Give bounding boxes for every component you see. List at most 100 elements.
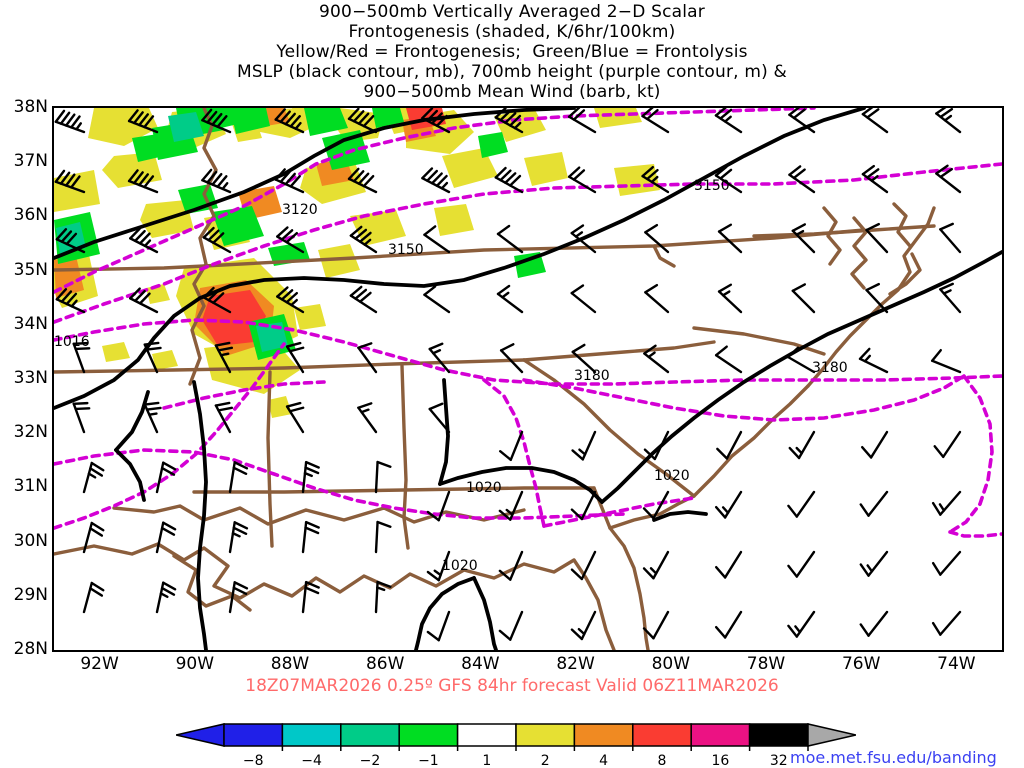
lat-tick-38N: 38N xyxy=(13,97,48,117)
wind-barb xyxy=(499,430,524,462)
lat-tick-34N: 34N xyxy=(13,313,48,334)
wind-barb xyxy=(788,165,816,194)
wind-barb xyxy=(494,166,524,194)
title-line-5: 900−500mb Mean Wind (barb, kt) xyxy=(363,82,661,102)
wind-barb xyxy=(644,283,670,314)
height-700mb-contours xyxy=(54,108,1002,538)
wind-barb xyxy=(426,610,451,642)
wind-barb xyxy=(791,223,816,254)
wind-barb xyxy=(642,550,670,580)
wind-barb xyxy=(714,490,743,519)
colorbar-segment-6 xyxy=(573,723,634,747)
title-line-1: 900−500mb Vertically Averaged 2−D Scalar xyxy=(319,2,705,22)
wind-barb xyxy=(423,285,451,314)
wind-barb xyxy=(143,341,162,374)
wind-barb xyxy=(72,401,91,434)
colorbar-tick-label-−4: −4 xyxy=(301,753,322,768)
wind-barb xyxy=(786,346,816,374)
wind-barb xyxy=(939,222,962,254)
wind-barb xyxy=(930,349,962,374)
wind-barb xyxy=(642,490,670,520)
colorbar[interactable]: −8 −4 −2 −1 1 2 4 8 16 32 xyxy=(176,722,856,768)
mslp-label-1020-a: 1020 xyxy=(466,480,502,496)
height-label-3180-b: 3180 xyxy=(812,360,848,376)
wind-barb xyxy=(935,108,962,134)
colorbar-segment-7 xyxy=(632,723,692,747)
wind-barb xyxy=(570,550,597,581)
wind-barb xyxy=(496,284,524,314)
wind-barb xyxy=(301,580,320,614)
wind-barb xyxy=(714,550,743,579)
wind-barb xyxy=(641,165,670,194)
wind-barb xyxy=(202,286,232,314)
wind-barb xyxy=(791,283,816,314)
colorbar-tick-label-−8: −8 xyxy=(243,753,264,768)
wind-barb xyxy=(498,550,524,581)
wind-barb xyxy=(285,341,305,374)
wind-barb xyxy=(301,520,320,554)
colorbar-tick-label-−1: −1 xyxy=(418,753,439,768)
height-label-3180-a: 3180 xyxy=(574,368,610,384)
lat-tick-31N: 31N xyxy=(13,476,48,497)
wind-barb xyxy=(641,108,670,134)
colorbar-tick-labels: −8 −4 −2 −1 1 2 4 8 16 32 xyxy=(243,746,809,768)
wind-barb xyxy=(714,165,743,194)
lat-tick-32N: 32N xyxy=(13,422,48,443)
colorbar-segment-3 xyxy=(398,723,459,747)
wind-barb xyxy=(347,108,378,134)
height-700mb-contour-labels: 3120 3150 3150 3180 3180 xyxy=(282,178,848,384)
wind-barb xyxy=(643,430,670,461)
wind-barb xyxy=(155,521,177,554)
source-url[interactable]: moe.met.fsu.edu/banding xyxy=(790,748,997,767)
mslp-label-1020-b: 1020 xyxy=(442,558,478,574)
mslp-label-1020-c: 1020 xyxy=(654,468,690,484)
wind-barb xyxy=(931,610,962,636)
wind-barb xyxy=(935,164,962,194)
wind-barb xyxy=(499,343,524,374)
wind-barb xyxy=(421,167,451,194)
mslp-label-1016: 1016 xyxy=(54,334,90,350)
wind-barb xyxy=(276,226,305,254)
colorbar-canvas: −8 −4 −2 −1 1 2 4 8 16 32 xyxy=(176,723,856,768)
wind-barb xyxy=(643,344,670,374)
lon-tick-82W: 82W xyxy=(556,654,595,674)
lon-tick-86W: 86W xyxy=(365,654,405,674)
wind-barb xyxy=(82,521,105,554)
wind-barb xyxy=(228,581,249,614)
lat-tick-33N: 33N xyxy=(13,368,48,388)
wind-barb xyxy=(717,223,743,254)
colorbar-tick-label-1: 1 xyxy=(482,753,491,768)
wind-barb xyxy=(127,109,159,134)
colorbar-tick-label-4: 4 xyxy=(599,753,608,768)
wind-barb xyxy=(357,342,378,374)
wind-barb xyxy=(570,490,597,521)
wind-barb xyxy=(127,169,159,194)
lon-tick-84W: 84W xyxy=(461,654,500,674)
wind-barb xyxy=(496,224,524,254)
title-line-2: Frontogenesis (shaded, K/6hr/100km) xyxy=(348,22,676,42)
wind-barb xyxy=(426,490,451,522)
map-plot-area[interactable]: 1020 1020 1020 1016 3120 3150 3150 3180 … xyxy=(52,106,1004,652)
wind-barb xyxy=(155,461,177,494)
wind-barb xyxy=(228,461,249,494)
wind-barb xyxy=(374,460,392,494)
colorbar-tick-label-32: 32 xyxy=(770,753,788,768)
colorbar-segments xyxy=(176,723,856,747)
wind-barb xyxy=(716,430,743,460)
wind-barb xyxy=(865,222,889,254)
wind-barb xyxy=(54,109,86,134)
colorbar-segment-8 xyxy=(690,723,751,747)
wind-barb xyxy=(274,168,305,194)
wind-barb xyxy=(228,521,249,554)
wind-barb xyxy=(571,430,597,461)
wind-barb xyxy=(55,288,86,314)
title-line-3: Yellow/Red = Frontogenesis; Green/Blue =… xyxy=(276,42,748,62)
wind-barb xyxy=(788,430,816,460)
colorbar-segment-4 xyxy=(456,723,517,747)
lon-tick-80W: 80W xyxy=(651,654,691,674)
wind-barb xyxy=(301,460,320,494)
wind-barb xyxy=(860,430,889,459)
mean-wind-barbs xyxy=(54,108,962,642)
map-canvas: 1020 1020 1020 1016 3120 3150 3150 3180 … xyxy=(54,108,1002,650)
